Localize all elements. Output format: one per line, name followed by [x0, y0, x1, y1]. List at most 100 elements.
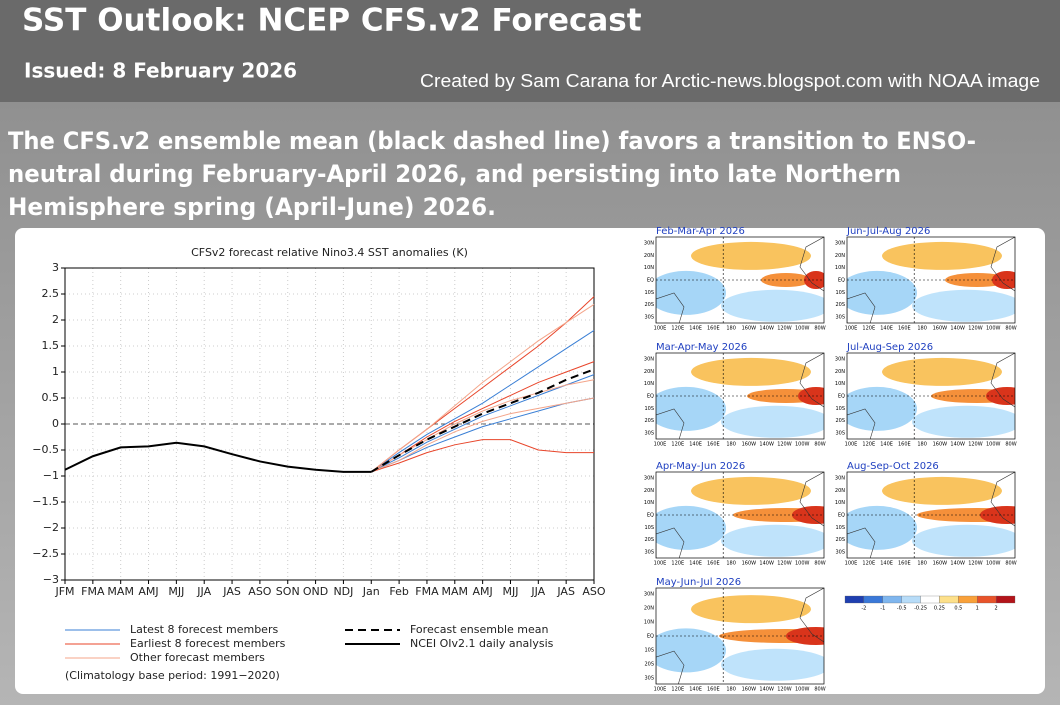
x-tick-label: NDJ	[333, 585, 353, 598]
series-line	[371, 439, 594, 473]
land	[799, 237, 824, 292]
lon-label: 80W	[814, 561, 825, 567]
map-area	[847, 237, 1015, 323]
lat-label: 30N	[835, 357, 845, 363]
lon-label: 160E	[898, 326, 911, 332]
lat-label: EQ	[838, 394, 845, 400]
cool-anomaly	[656, 270, 726, 315]
colorbar-segment	[901, 595, 921, 604]
y-tick-label: −0.5	[32, 443, 59, 456]
lon-label: 100W	[795, 687, 810, 693]
land	[656, 527, 685, 558]
lat-label: 20S	[835, 418, 845, 424]
warm-anomaly	[882, 357, 1002, 386]
colorbar-label: 2	[995, 606, 998, 612]
lon-label: 120E	[671, 561, 684, 567]
lat-label: 10N	[644, 620, 654, 626]
warm-anomaly	[804, 271, 824, 289]
cool-anomaly	[847, 505, 917, 550]
lon-label: 120W	[968, 442, 983, 448]
x-tick-label: ASO	[248, 585, 272, 598]
y-tick-label: 2.5	[42, 287, 60, 300]
chart-note: (Climatology base period: 1991−2020)	[65, 669, 280, 682]
map-area	[847, 353, 1015, 439]
cool-anomaly	[721, 524, 824, 557]
lat-label: 20N	[835, 488, 845, 494]
lon-label: 100E	[654, 326, 667, 332]
lon-label: 180	[726, 561, 736, 567]
land	[799, 588, 824, 643]
lon-label: 140E	[880, 442, 893, 448]
cool-anomaly	[847, 386, 917, 431]
map-frame	[655, 236, 825, 324]
x-tick-label: MAM	[107, 585, 134, 598]
lon-label: 180	[917, 326, 927, 332]
x-tick-label: FMA	[415, 585, 439, 598]
lon-label: 140E	[880, 326, 893, 332]
lat-label: 30S	[644, 550, 654, 556]
lon-label: 120E	[671, 326, 684, 332]
map-frame	[655, 471, 825, 559]
x-tick-label: OND	[303, 585, 328, 598]
lon-label: 140W	[950, 561, 965, 567]
colorbar-segment	[844, 595, 865, 604]
lon-label: 160E	[707, 442, 720, 448]
credit: Created by Sam Carana for Arctic-news.bl…	[420, 71, 1040, 91]
lat-label: 30N	[644, 592, 654, 598]
lon-label: 160W	[933, 326, 948, 332]
lon-label: 80W	[814, 326, 825, 332]
lat-label: 30N	[835, 241, 845, 247]
warm-anomaly	[691, 595, 811, 624]
lon-label: 160E	[898, 561, 911, 567]
lat-label: 20S	[644, 418, 654, 424]
lat-label: 10N	[835, 500, 845, 506]
series-line	[371, 374, 595, 473]
x-tick-label: MAM	[442, 585, 469, 598]
cool-anomaly	[656, 505, 726, 550]
lat-label: 20S	[644, 537, 654, 543]
land	[990, 472, 1015, 527]
lon-label: 160W	[742, 561, 757, 567]
lon-label: 160W	[742, 687, 757, 693]
lon-label: 140W	[759, 442, 774, 448]
land	[990, 353, 1015, 408]
map-title: Apr-May-Jun 2026	[656, 461, 745, 472]
map-title: May-Jun-Jul 2026	[656, 577, 741, 588]
land	[656, 408, 685, 439]
lon-label: 140W	[759, 561, 774, 567]
lat-label: 10S	[835, 406, 845, 412]
warm-anomaly	[882, 241, 1002, 270]
land	[656, 292, 685, 323]
lat-label: 20S	[835, 537, 845, 543]
y-tick-label: 0	[52, 417, 59, 430]
description-line: neutral during February-April 2026, and …	[8, 160, 901, 188]
map-frame	[846, 236, 1016, 324]
lon-label: 100E	[845, 326, 858, 332]
lat-label: EQ	[838, 278, 845, 284]
land	[799, 472, 824, 527]
lat-label: EQ	[647, 513, 654, 519]
lon-label: 120W	[777, 687, 792, 693]
chart: CFSv2 forecast relative Nino3.4 SST anom…	[32, 246, 606, 682]
series-line	[370, 303, 595, 473]
cool-anomaly	[721, 648, 824, 681]
y-tick-label: −3	[43, 573, 59, 586]
warm-anomaly	[882, 476, 1002, 505]
x-tick-label: Feb	[389, 585, 408, 598]
series-line	[370, 329, 595, 473]
colorbar-segment	[939, 595, 959, 604]
warm-anomaly	[691, 357, 811, 386]
maps: Feb-Mar-Apr 202630N20N10NEQ10S20S30S100E…	[644, 226, 1017, 693]
lon-label: 100E	[654, 687, 667, 693]
cool-anomaly	[912, 405, 1015, 438]
y-tick-label: 3	[52, 261, 59, 274]
colorbar-segment	[977, 595, 997, 604]
lat-label: 20N	[835, 253, 845, 259]
cool-anomaly	[656, 386, 726, 431]
title: SST Outlook: NCEP CFS.v2 Forecast	[22, 3, 642, 39]
lat-label: 10N	[644, 500, 654, 506]
colorbar-segment	[882, 595, 902, 604]
lat-label: EQ	[838, 513, 845, 519]
map-title: Mar-Apr-May 2026	[656, 342, 747, 353]
lat-label: 10S	[644, 525, 654, 531]
